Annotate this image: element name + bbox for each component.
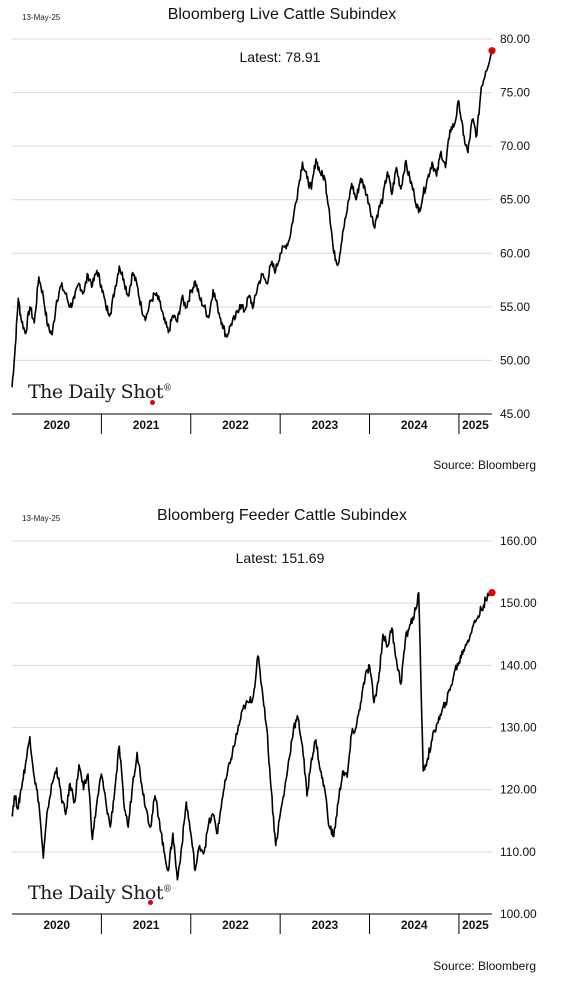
logo-text: The Daily Shot	[28, 882, 164, 904]
chart-title: Bloomberg Feeder Cattle Subindex	[157, 507, 407, 524]
y-tick-label: 60.00	[500, 246, 530, 260]
y-tick-label: 150.00	[500, 596, 537, 610]
latest-value-label: Latest: 78.91	[239, 49, 321, 65]
y-tick-label: 120.00	[500, 783, 537, 797]
x-tick-label: 2020	[43, 918, 70, 932]
series-line	[11, 50, 493, 388]
y-tick-label: 45.00	[500, 407, 530, 421]
x-tick-label: 2020	[43, 418, 70, 432]
series-line	[11, 591, 493, 881]
y-tick-label: 65.00	[500, 193, 530, 207]
live-cattle-panel: 13-May-25 Bloomberg Live Cattle Subindex…	[0, 0, 564, 490]
y-tick-label: 130.00	[500, 721, 537, 735]
feeder-cattle-panel: 13-May-25 Bloomberg Feeder Cattle Subind…	[0, 494, 564, 984]
x-tick-label: 2022	[222, 918, 249, 932]
y-tick-label: 100.00	[500, 907, 537, 921]
latest-point-marker	[488, 47, 496, 55]
logo-red-dot	[148, 900, 153, 905]
x-tick-label: 2025	[462, 418, 489, 432]
y-tick-label: 70.00	[500, 139, 530, 153]
y-tick-label: 110.00	[500, 845, 536, 859]
y-tick-label: 140.00	[500, 658, 537, 672]
x-tick-label: 2023	[311, 418, 338, 432]
daily-shot-logo: The Daily Shot®	[28, 882, 172, 904]
y-tick-label: 160.00	[500, 534, 537, 548]
logo-red-dot	[150, 400, 155, 405]
y-tick-label: 55.00	[500, 300, 530, 314]
daily-shot-logo: The Daily Shot®	[28, 381, 172, 403]
date-label: 13-May-25	[22, 514, 61, 523]
date-label: 13-May-25	[22, 13, 61, 22]
x-tick-label: 2025	[462, 918, 489, 932]
live-cattle-chart: 45.00 50.00 55.00 60.00 65.00 70.00 75.00 80.00…	[11, 32, 530, 434]
latest-value-label: Latest: 151.69	[235, 550, 325, 566]
source-label: Source: Bloomberg	[433, 959, 536, 973]
y-tick-label: 80.00	[500, 32, 530, 46]
source-label: Source: Bloomberg	[433, 458, 536, 472]
registered-mark: ®	[163, 884, 172, 895]
x-tick-label: 2022	[222, 418, 249, 432]
y-tick-label: 50.00	[500, 353, 530, 367]
x-tick-label: 2021	[133, 418, 160, 432]
x-tick-label: 2021	[133, 918, 160, 932]
chart-title: Bloomberg Live Cattle Subindex	[167, 6, 397, 23]
x-tick-label: 2024	[401, 418, 428, 432]
feeder-cattle-chart: 100.00 110.00 120.00 130.00 140.00 150.00 160.…	[11, 534, 537, 934]
registered-mark: ®	[163, 383, 172, 394]
x-tick-label: 2024	[401, 918, 428, 932]
latest-point-marker	[488, 589, 496, 597]
x-tick-label: 2023	[311, 918, 338, 932]
y-tick-label: 75.00	[500, 86, 530, 100]
logo-text: The Daily Shot	[28, 381, 164, 403]
